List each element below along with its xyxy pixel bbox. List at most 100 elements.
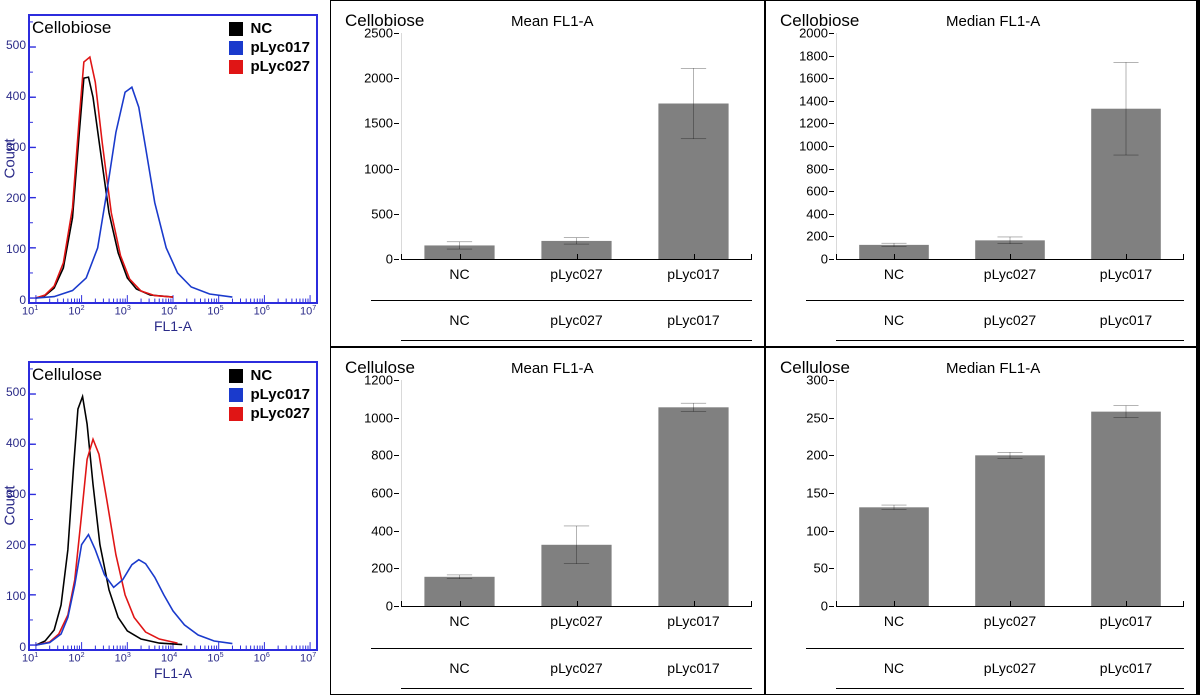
bar-xaxis-label: pLyc017: [635, 607, 752, 628]
flow-xtick-label: 107: [300, 651, 316, 665]
flow-title: Cellulose: [32, 365, 102, 385]
bar-yaxis: 0200400600800100012001400160018002000: [766, 33, 834, 259]
bar-cellobiose-mean: CellobioseMean FL1-A05001000150020002500…: [330, 0, 765, 347]
legend-swatch: [229, 369, 243, 383]
bar-xtable-label: NC: [401, 312, 518, 328]
bar-xtable-label: pLyc027: [952, 660, 1068, 676]
legend-swatch: [229, 407, 243, 421]
legend-label: pLyc027: [251, 58, 310, 75]
bar-xtable-label: pLyc017: [1068, 312, 1184, 328]
flow-xtick-label: 103: [115, 304, 131, 318]
bar-ytick-label: 400: [371, 523, 393, 538]
flow-legend: NC pLyc017 pLyc027: [229, 20, 310, 77]
bar-yaxis: 020040060080010001200: [331, 380, 399, 606]
bar-xaxis-label: NC: [836, 607, 952, 628]
bar-ytick-label: 500: [371, 206, 393, 221]
bar-xaxis-label: pLyc017: [1068, 260, 1184, 281]
flow-ytick-label: 500: [4, 385, 26, 399]
flow-xtick-label: 106: [254, 651, 270, 665]
flow-xtick-label: 107: [300, 304, 316, 318]
bar-xaxis-label: pLyc027: [518, 607, 635, 628]
legend-label: NC: [251, 20, 273, 37]
bar-ytick-label: 1000: [364, 410, 393, 425]
bar-xtable-label: pLyc027: [952, 312, 1068, 328]
bar-xaxis-label: NC: [401, 260, 518, 281]
bar-ytick-label: 0: [821, 599, 828, 614]
bar-xaxis: NCpLyc027pLyc017: [836, 259, 1184, 281]
flow-xtick-label: 104: [161, 304, 177, 318]
flow-legend: NC pLyc017 pLyc027: [229, 367, 310, 424]
bar-xtable: NCpLyc027pLyc017: [371, 648, 752, 688]
bar-xtable: NCpLyc027pLyc017: [371, 300, 752, 340]
bar-xaxis-label: pLyc017: [1068, 607, 1184, 628]
bar-xtable-label: pLyc017: [635, 312, 752, 328]
flow-ytick-label: 500: [4, 38, 26, 52]
bar-xaxis-label: NC: [836, 260, 952, 281]
flow-ytick-label: 100: [4, 242, 26, 256]
flow-ytick-label: 100: [4, 589, 26, 603]
bar-ytick-label: 150: [806, 486, 828, 501]
legend-swatch: [229, 22, 243, 36]
flow-xtick-label: 101: [22, 304, 38, 318]
flow-ytick-label: 200: [4, 191, 26, 205]
bar-xtable: NCpLyc027pLyc017: [806, 300, 1184, 340]
bar-cellulose-mean: CelluloseMean FL1-A020040060080010001200…: [330, 347, 765, 695]
legend-label: NC: [251, 367, 273, 384]
bar-xaxis: NCpLyc027pLyc017: [836, 606, 1184, 628]
flow-title: Cellobiose: [32, 18, 111, 38]
bar-xtable-label: pLyc027: [518, 312, 635, 328]
bar-subtitle: Mean FL1-A: [511, 13, 594, 30]
flow-plot-cellobiose: 0100200300400500Count1011021031041051061…: [0, 0, 330, 347]
bar-ytick-label: 300: [806, 373, 828, 388]
bar-xtable-label: NC: [836, 312, 952, 328]
flow-ytick-label: 400: [4, 436, 26, 450]
legend-label: pLyc017: [251, 386, 310, 403]
bar-ytick-label: 800: [371, 448, 393, 463]
bar-ytick-label: 1600: [799, 71, 828, 86]
bar-cellobiose-median: CellobioseMedian FL1-A020040060080010001…: [765, 0, 1200, 347]
flow-xtick-label: 101: [22, 651, 38, 665]
bar-subtitle: Median FL1-A: [946, 13, 1040, 30]
bar-xtable-label: NC: [836, 660, 952, 676]
bar-ytick-label: 2000: [364, 71, 393, 86]
bar-ytick-label: 1400: [799, 93, 828, 108]
bar-xaxis: NCpLyc027pLyc017: [401, 259, 752, 281]
bar-xaxis-label: pLyc027: [518, 260, 635, 281]
legend-label: pLyc027: [251, 405, 310, 422]
bar-xaxis-label: pLyc027: [952, 260, 1068, 281]
bar-xaxis-label: NC: [401, 607, 518, 628]
bar-ytick-label: 1500: [364, 116, 393, 131]
bar-chart-area: [836, 380, 1184, 606]
flow-ylabel: Count: [2, 138, 19, 178]
bar-ytick-label: 0: [386, 599, 393, 614]
flow-xtick-label: 102: [68, 651, 84, 665]
bar-ytick-label: 800: [806, 161, 828, 176]
bar-ytick-label: 600: [371, 486, 393, 501]
bar-chart-area: [401, 380, 752, 606]
bar-subtitle: Mean FL1-A: [511, 360, 594, 377]
bar-yaxis: 050100150200250300: [766, 380, 834, 606]
bar-ytick-label: 1200: [799, 116, 828, 131]
flow-xtick-label: 106: [254, 304, 270, 318]
bar-ytick-label: 2500: [364, 26, 393, 41]
bar-xaxis-label: pLyc017: [635, 260, 752, 281]
legend-swatch: [229, 60, 243, 74]
bar-ytick-label: 2000: [799, 26, 828, 41]
flow-ytick-label: 200: [4, 538, 26, 552]
bar-ytick-label: 1200: [364, 373, 393, 388]
flow-xtick-label: 104: [161, 651, 177, 665]
bar-xtable-label: pLyc027: [518, 660, 635, 676]
legend-label: pLyc017: [251, 39, 310, 56]
bar-ytick-label: 200: [806, 229, 828, 244]
bar-xtable-label: pLyc017: [635, 660, 752, 676]
bar-ytick-label: 250: [806, 410, 828, 425]
bar-ytick-label: 400: [806, 206, 828, 221]
flow-xlabel: FL1-A: [28, 665, 318, 681]
bar-ytick-label: 600: [806, 184, 828, 199]
bar-ytick-label: 200: [371, 561, 393, 576]
legend-swatch: [229, 41, 243, 55]
flow-ylabel: Count: [2, 485, 19, 525]
flow-xtick-label: 105: [207, 304, 223, 318]
bar-xtable-label: pLyc017: [1068, 660, 1184, 676]
flow-ytick-label: 400: [4, 89, 26, 103]
